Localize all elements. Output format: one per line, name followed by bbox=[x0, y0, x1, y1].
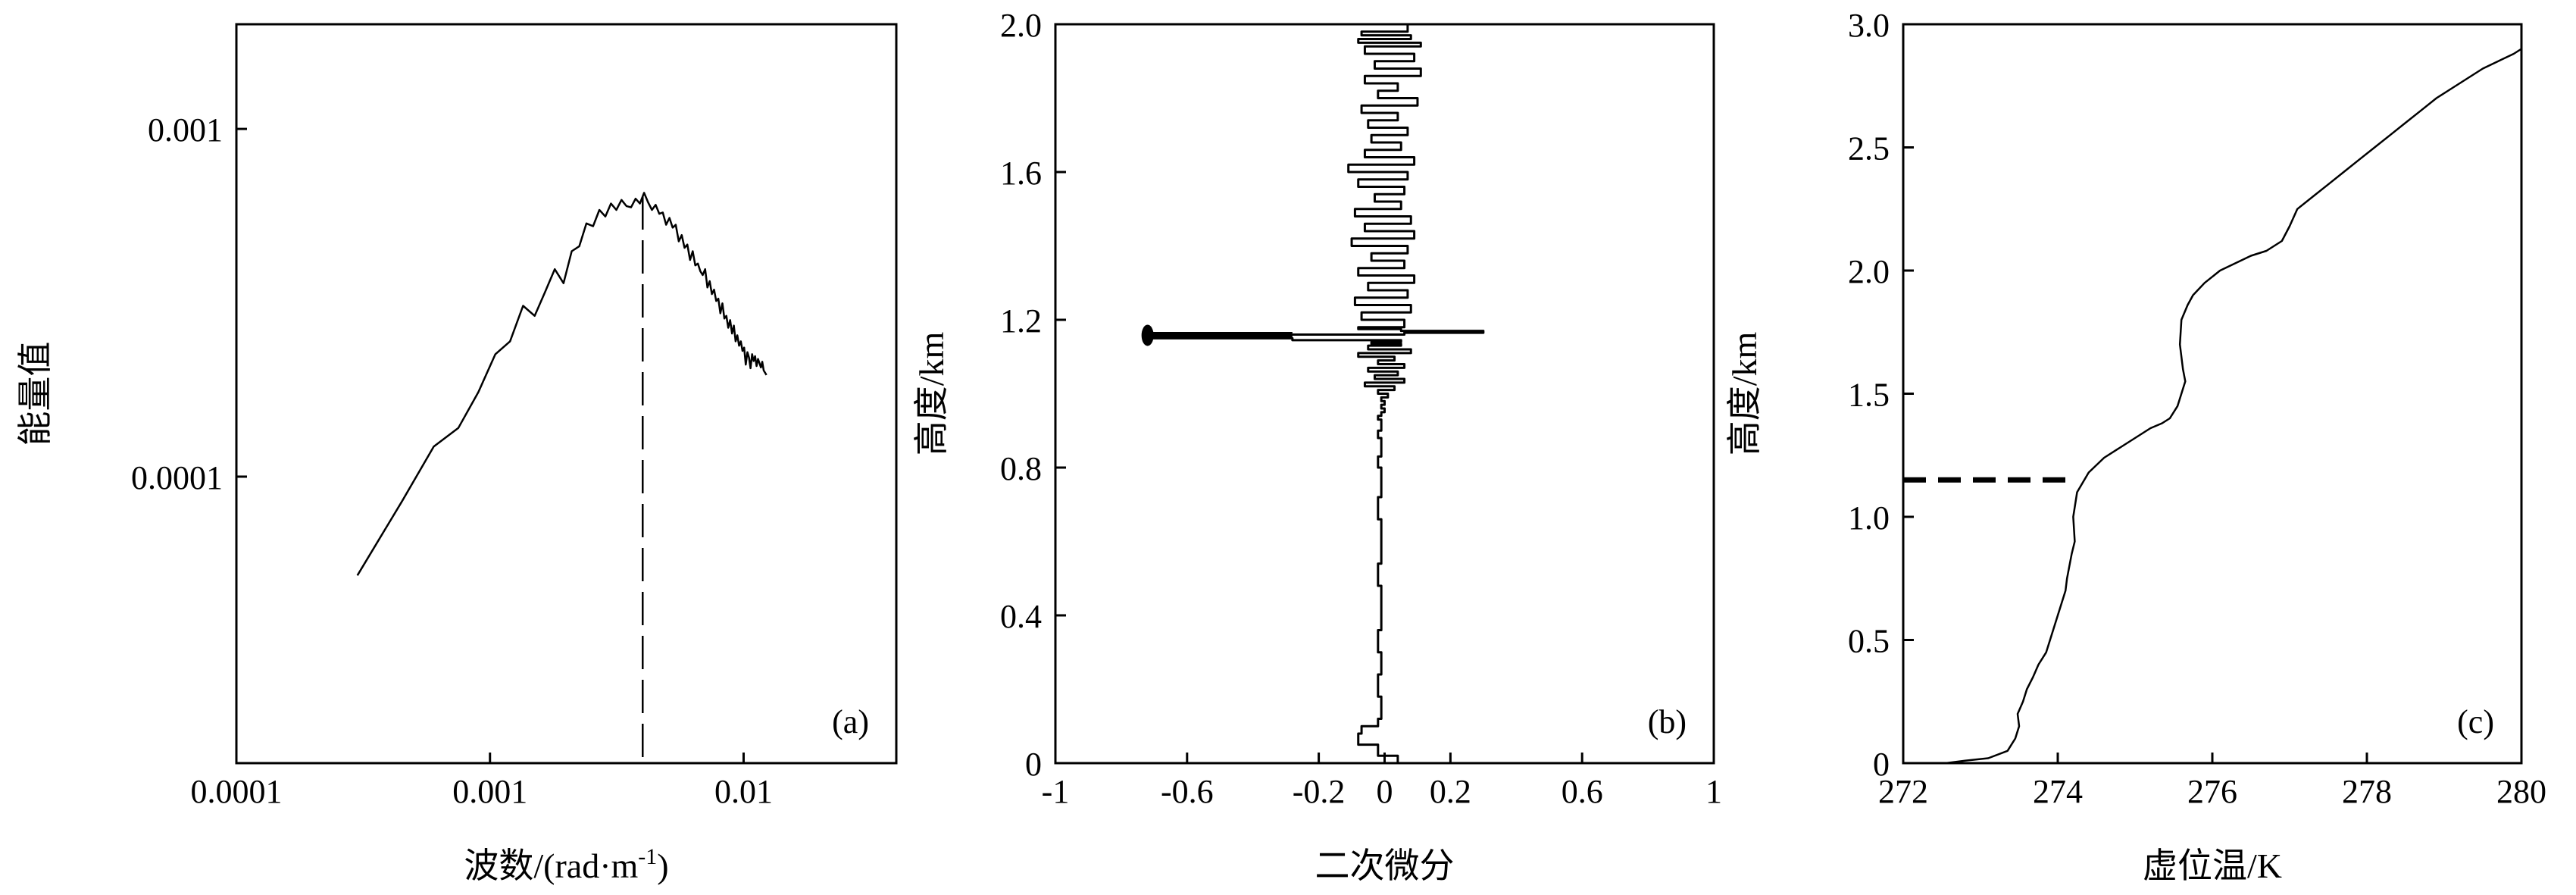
x-tick-label: 274 bbox=[2033, 773, 2083, 810]
x-tick-label: 0.6 bbox=[1562, 773, 1603, 810]
series-line bbox=[1146, 24, 1485, 765]
y-tick-label: 0.001 bbox=[148, 111, 223, 149]
x-axis-title-sup: -1 bbox=[638, 844, 657, 869]
y-axis-title: 能量值 bbox=[16, 342, 55, 446]
x-tick-label: 276 bbox=[2187, 773, 2237, 810]
spike-cap bbox=[1141, 324, 1154, 346]
y-tick-label: 0 bbox=[1873, 746, 1890, 783]
x-tick-label: 278 bbox=[2342, 773, 2392, 810]
x-axis-title-end: ) bbox=[657, 846, 668, 885]
y-tick-label: 2.0 bbox=[1000, 7, 1042, 44]
panel-label: (b) bbox=[1648, 703, 1687, 740]
x-tick-label: 272 bbox=[1878, 773, 1928, 810]
y-tick-label: 0 bbox=[1025, 746, 1042, 783]
y-tick-label: 1.0 bbox=[1848, 499, 1890, 537]
y-tick-label: 0.0001 bbox=[131, 459, 223, 496]
x-axis-title: 波数/(rad·m-1) bbox=[464, 844, 668, 885]
x-tick-label: 280 bbox=[2496, 773, 2546, 810]
panel-a: 0.0001 0.001 0.01 0.0001 0.001 (a) 波数/(rad·m-1… bbox=[16, 23, 898, 885]
panel-b: -1 -0.6 -0.2 0 0.2 0.6 1 0 0.4 0.8 1.2 1.6 2.0 (b) 二次微… bbox=[912, 7, 1722, 885]
plot-frame bbox=[235, 23, 898, 765]
x-tick-label: 0.01 bbox=[714, 773, 773, 810]
y-tick-label: 1.2 bbox=[1000, 302, 1042, 340]
x-tick-label: -0.6 bbox=[1161, 773, 1214, 810]
y-tick-label: 0.8 bbox=[1000, 450, 1042, 487]
y-tick-label: 0.4 bbox=[1000, 598, 1042, 635]
y-tick-label: 2.5 bbox=[1848, 130, 1890, 167]
x-tick-label: -1 bbox=[1042, 773, 1070, 810]
series-line bbox=[356, 192, 767, 576]
x-tick-label: -0.2 bbox=[1293, 773, 1346, 810]
x-axis-title: 虚位温/K bbox=[2143, 846, 2282, 885]
y-tick-label: 1.5 bbox=[1848, 377, 1890, 414]
y-axis-title: 高度/km bbox=[1725, 332, 1764, 456]
x-tick-label: 0.2 bbox=[1430, 773, 1471, 810]
series-line bbox=[1945, 48, 2522, 765]
y-tick-label: 0.5 bbox=[1848, 623, 1890, 660]
y-tick-label: 2.0 bbox=[1848, 253, 1890, 290]
x-axis-title-main: 波数/(rad·m bbox=[464, 846, 638, 885]
plot-frame bbox=[1902, 23, 2523, 765]
panel-c: 272 274 276 278 280 0 0.5 1.0 1.5 2.0 2.5 3.0 (c) 虚位温… bbox=[1725, 7, 2546, 885]
y-tick-label: 1.6 bbox=[1000, 155, 1042, 192]
y-axis-title: 高度/km bbox=[912, 332, 951, 456]
panel-label: (a) bbox=[832, 703, 869, 740]
x-tick-label: 0.001 bbox=[452, 773, 527, 810]
x-tick-label: 1 bbox=[1705, 773, 1722, 810]
y-tick-label: 3.0 bbox=[1848, 7, 1890, 44]
panel-label: (c) bbox=[2457, 703, 2494, 740]
x-axis-title: 二次微分 bbox=[1315, 846, 1455, 885]
x-tick-label: 0 bbox=[1377, 773, 1393, 810]
x-tick-label: 0.0001 bbox=[191, 773, 283, 810]
